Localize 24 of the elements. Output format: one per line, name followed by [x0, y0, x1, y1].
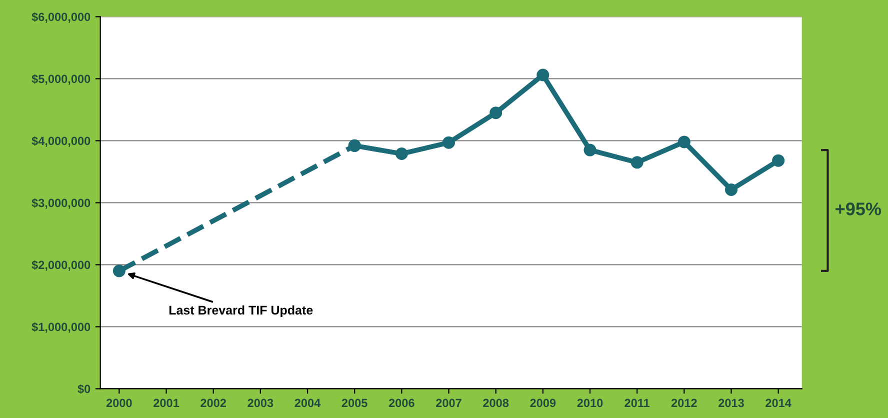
- x-tick-label: 2000: [106, 398, 132, 408]
- x-tick-label: 2003: [248, 398, 274, 408]
- text: +95%: [836, 202, 882, 216]
- y-tick-label: $6,000,000: [32, 12, 90, 23]
- x-tick-label: 2009: [530, 398, 556, 408]
- y-tick-label: $3,000,000: [32, 198, 90, 209]
- x-tick-label: 2011: [624, 398, 650, 408]
- y-tick-label: $1,000,000: [32, 322, 90, 333]
- x-tick-label: 2002: [200, 398, 226, 408]
- x-tick-label: 2001: [154, 398, 180, 408]
- y-tick-label: $5,000,000: [32, 74, 90, 85]
- y-tick-label: $0: [78, 384, 90, 394]
- annotation: Last Brevard TIF Update: [169, 305, 313, 318]
- x-tick-label: 2004: [294, 398, 321, 408]
- x-tick-label: 2008: [483, 398, 509, 408]
- x-tick-label: 2012: [671, 398, 697, 408]
- x-tick-label: 2007: [436, 398, 462, 408]
- x-tick-label: 2006: [388, 398, 414, 408]
- x-tick-label: 2014: [766, 398, 792, 408]
- x-tick-label: 2010: [577, 398, 603, 408]
- y-tick-label: $2,000,000: [32, 260, 90, 271]
- y-tick-label: $4,000,000: [32, 136, 90, 147]
- x-tick-label: 2005: [342, 398, 368, 408]
- x-tick-label: 2013: [718, 398, 744, 408]
